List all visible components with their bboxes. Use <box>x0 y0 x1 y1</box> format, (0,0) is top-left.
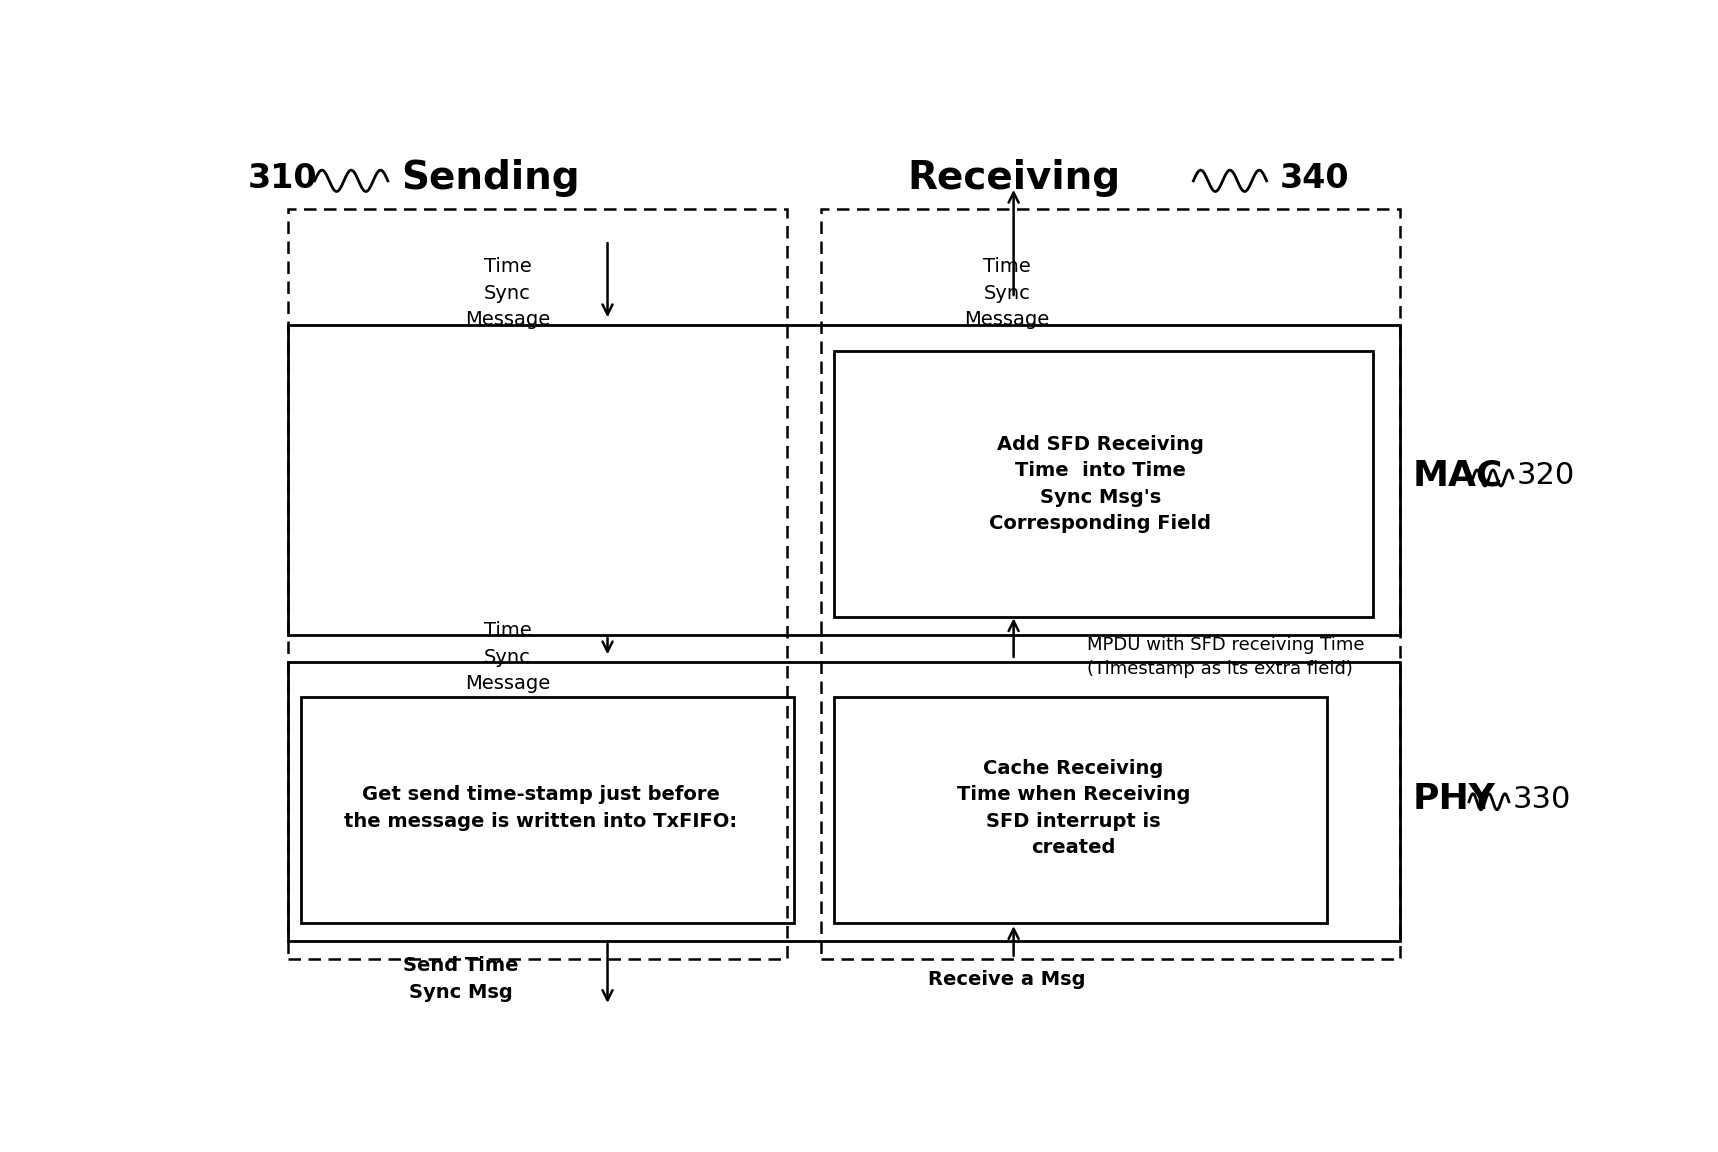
Text: 330: 330 <box>1514 785 1572 813</box>
Text: MAC: MAC <box>1412 458 1503 492</box>
Text: Send Time
Sync Msg: Send Time Sync Msg <box>404 956 519 1002</box>
Text: Receiving: Receiving <box>907 159 1120 197</box>
Text: MPDU with SFD receiving Time
(Timestamp as its extra field): MPDU with SFD receiving Time (Timestamp … <box>1087 636 1364 679</box>
Text: 340: 340 <box>1280 161 1350 195</box>
Text: Receive a Msg: Receive a Msg <box>928 970 1086 988</box>
Text: Time
Sync
Message: Time Sync Message <box>466 258 550 329</box>
Text: Sending: Sending <box>402 159 579 197</box>
Text: Cache Receiving
Time when Receiving
SFD interrupt is
created: Cache Receiving Time when Receiving SFD … <box>957 759 1191 857</box>
Text: Time
Sync
Message: Time Sync Message <box>466 621 550 694</box>
Text: Get send time-stamp just before
the message is written into TxFIFO:: Get send time-stamp just before the mess… <box>344 786 737 831</box>
Text: Add SFD Receiving
Time  into Time
Sync Msg's
Corresponding Field: Add SFD Receiving Time into Time Sync Ms… <box>990 435 1211 533</box>
Text: 320: 320 <box>1517 461 1575 490</box>
Text: Time
Sync
Message: Time Sync Message <box>964 258 1050 329</box>
Text: 310: 310 <box>247 161 318 195</box>
Text: PHY: PHY <box>1412 782 1496 816</box>
